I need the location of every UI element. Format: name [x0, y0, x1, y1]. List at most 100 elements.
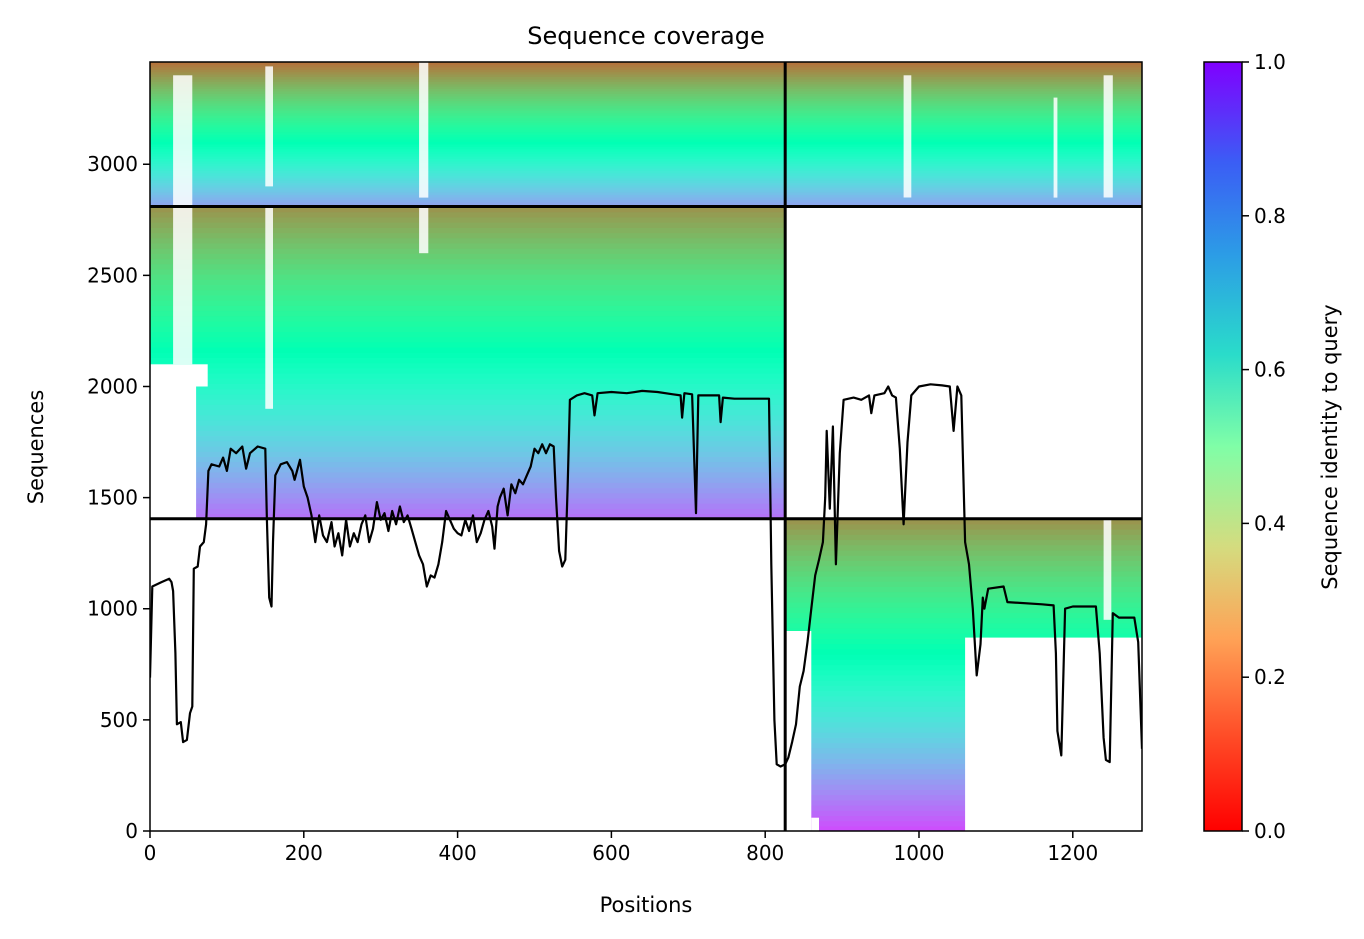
msa-band [150, 216, 786, 223]
msa-band [150, 127, 786, 130]
msa-band [785, 158, 1142, 162]
msa-band [785, 119, 1142, 123]
msa-band [150, 115, 786, 118]
msa-band [785, 555, 1142, 561]
msa-band [785, 196, 1142, 200]
msa-band [785, 117, 1142, 121]
msa-gap [173, 206, 193, 365]
msa-band [785, 763, 1142, 770]
msa-band [785, 784, 1142, 790]
msa-band [150, 227, 786, 234]
msa-band [150, 88, 786, 92]
x-tick-label: 400 [439, 841, 477, 865]
msa-band [150, 206, 786, 213]
y-tick-label: 0 [125, 819, 138, 843]
msa-band [785, 153, 1142, 157]
msa-band [150, 64, 786, 68]
msa-band [785, 122, 1142, 126]
msa-band [150, 98, 786, 102]
x-tick-label: 0 [144, 841, 157, 865]
msa-band [785, 100, 1142, 104]
msa-band [150, 201, 786, 205]
msa-band [150, 112, 786, 116]
msa-band [150, 175, 786, 179]
msa-band [150, 461, 786, 468]
msa-band [150, 76, 786, 80]
msa-band [785, 565, 1142, 572]
msa-band [150, 393, 786, 400]
msa-band [150, 211, 786, 218]
msa-band [150, 315, 786, 322]
msa-band [150, 482, 786, 489]
msa-band [150, 414, 786, 421]
msa-band [150, 69, 786, 73]
msa-band [150, 90, 786, 94]
msa-band [150, 305, 786, 312]
msa-band [785, 617, 1142, 624]
msa-band [150, 110, 786, 114]
msa-band [150, 78, 786, 82]
y-tick-label: 1000 [87, 597, 138, 621]
msa-band [150, 456, 786, 463]
msa-band [150, 122, 786, 126]
msa-gap [1103, 518, 1112, 620]
msa-band [785, 794, 1142, 801]
msa-band [785, 105, 1142, 109]
msa-band [150, 300, 786, 306]
msa-band [785, 71, 1142, 75]
x-tick-label: 1200 [1047, 841, 1098, 865]
colorbar-tick-label: 0.2 [1254, 665, 1286, 689]
msa-band [785, 815, 1142, 822]
msa-gap [419, 62, 429, 198]
msa-band [785, 167, 1142, 171]
msa-band [150, 508, 786, 515]
msa-band [150, 378, 786, 384]
msa-band [785, 669, 1142, 676]
msa-band [150, 93, 786, 97]
msa-band [785, 570, 1142, 577]
msa-band [785, 539, 1142, 546]
msa-band [150, 445, 786, 452]
msa-band [150, 187, 786, 191]
msa-band [785, 148, 1142, 152]
msa-band [150, 289, 786, 296]
msa-band [150, 466, 786, 473]
msa-band [150, 404, 786, 410]
msa-band [785, 659, 1142, 666]
msa-band [150, 409, 786, 416]
msa-band [785, 643, 1142, 650]
msa-band [150, 105, 786, 109]
msa-band [150, 326, 786, 332]
msa-gap [811, 817, 819, 831]
msa-band [785, 88, 1142, 92]
msa-band [785, 805, 1142, 811]
msa-band [785, 560, 1142, 567]
y-axis: 0 500 1000 1500 2000 2500 3000 [87, 152, 150, 843]
msa-band [785, 789, 1142, 796]
msa-band [785, 591, 1142, 598]
msa-band [150, 237, 786, 244]
msa-band [785, 192, 1142, 195]
msa-band [150, 310, 786, 317]
x-tick-label: 600 [592, 841, 630, 865]
msa-band [150, 62, 786, 65]
msa-band [785, 74, 1142, 77]
chain-boundaries [150, 62, 1142, 831]
y-tick-label: 3000 [87, 152, 138, 176]
msa-band [150, 182, 786, 186]
msa-band [150, 331, 786, 338]
msa-band [150, 143, 786, 147]
msa-band [785, 112, 1142, 116]
msa-band [785, 62, 1142, 65]
colorbar-tick-label: 0.4 [1254, 511, 1286, 535]
msa-band [785, 184, 1142, 188]
colorbar-tick-label: 0.8 [1254, 204, 1286, 228]
msa-band [150, 451, 786, 457]
msa-band [785, 690, 1142, 697]
chart-title: Sequence coverage [527, 22, 764, 50]
plot-frame [149, 61, 1143, 832]
msa-band [150, 129, 786, 133]
msa-band [785, 726, 1142, 733]
msa-band [150, 336, 786, 343]
